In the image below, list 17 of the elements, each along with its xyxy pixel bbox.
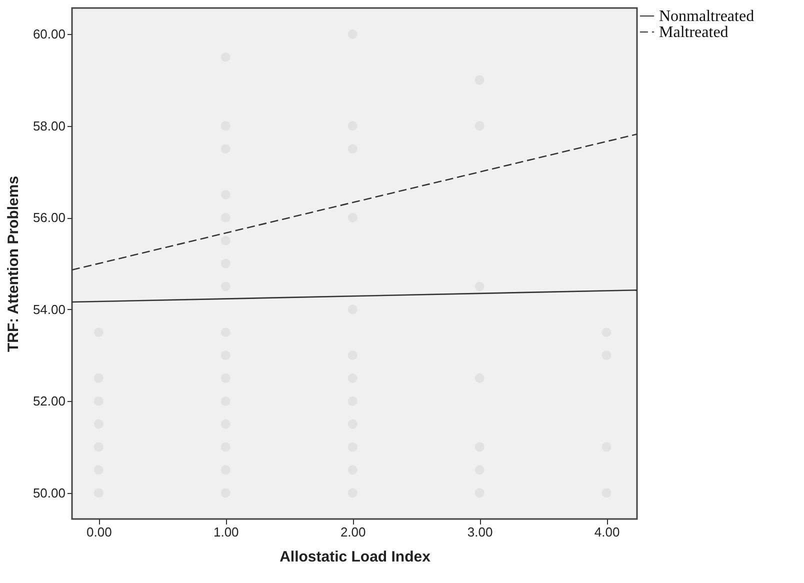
y-tick-label: 52.00 <box>32 394 66 409</box>
legend-label: Maltreated <box>659 24 728 41</box>
x-axis-title: Allostatic Load Index <box>280 548 432 566</box>
point <box>474 282 484 292</box>
y-tick-label: 54.00 <box>32 302 66 317</box>
y-axis-title: TRF: Attention Problems <box>4 176 22 352</box>
y-tick-label: 58.00 <box>32 118 66 134</box>
point <box>220 236 230 246</box>
x-tick-label: 1.00 <box>213 524 239 540</box>
y-tick-label: 60.00 <box>32 26 66 42</box>
x-tick-label: 2.00 <box>340 524 366 540</box>
y-tick-label: 50.00 <box>32 485 66 500</box>
legend-label: Nonmaltreated <box>659 8 754 25</box>
y-tick-label: 56.00 <box>32 210 66 226</box>
x-tick-label: 4.00 <box>594 524 620 540</box>
x-tick-label: 0.00 <box>86 524 112 540</box>
x-tick-label: 3.00 <box>467 524 493 540</box>
